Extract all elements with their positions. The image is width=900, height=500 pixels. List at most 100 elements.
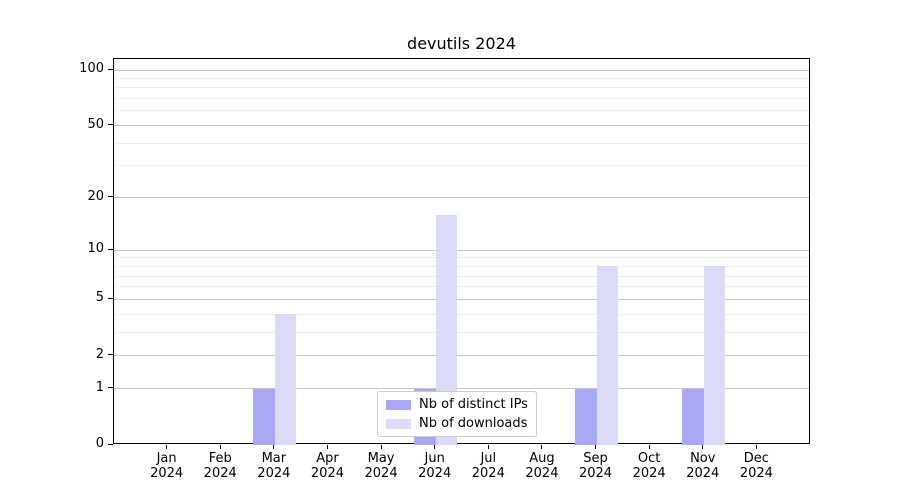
gridline-minor	[114, 98, 809, 100]
gridline-minor	[114, 165, 809, 167]
x-tick	[273, 445, 275, 449]
legend-label: Nb of downloads	[419, 416, 528, 431]
y-tick-label: 10	[87, 241, 104, 257]
x-tick	[755, 445, 757, 449]
gridline-minor	[114, 142, 809, 144]
x-tick-label-line: 2024	[739, 466, 773, 481]
bar-downloads-mar	[274, 314, 297, 445]
y-tick	[108, 248, 113, 250]
x-tick-label: Apr 2024	[287, 451, 367, 481]
x-tick-label-line: Mar	[261, 451, 287, 466]
gridline-major	[114, 388, 809, 390]
x-tick-label: Dec 2024	[716, 451, 796, 481]
gridline-minor	[114, 265, 809, 267]
x-tick	[541, 445, 543, 449]
gridline-major	[114, 69, 809, 71]
x-tick-label: Sep 2024	[556, 451, 636, 481]
y-tick-label: 0	[95, 436, 104, 451]
x-tick-label-line: Jun	[424, 451, 445, 466]
x-tick	[166, 445, 168, 449]
plot-area	[113, 58, 810, 445]
y-tick-label: 20	[87, 188, 104, 204]
gridline-major	[114, 355, 809, 357]
x-tick-label-line: Jan	[156, 451, 177, 466]
gridline-minor	[114, 110, 809, 112]
x-tick	[219, 445, 221, 449]
legend-swatch	[386, 418, 411, 429]
x-tick	[487, 445, 489, 449]
x-tick-label-line: 2024	[578, 466, 613, 481]
x-tick-label-line: May	[367, 451, 395, 466]
gridline-major	[114, 197, 809, 199]
x-tick-label: Jul 2024	[448, 451, 528, 481]
y-tick	[108, 124, 113, 126]
y-tick-label: 2	[95, 346, 104, 362]
x-tick-label-line: 2024	[203, 466, 237, 481]
x-tick-label-line: Sep	[583, 451, 608, 466]
x-tick	[326, 445, 328, 449]
x-tick	[434, 445, 436, 449]
x-tick	[648, 445, 650, 449]
gridline-major	[114, 125, 809, 127]
x-tick-label: Oct 2024	[609, 451, 689, 481]
x-tick-label-line: Feb	[208, 451, 232, 466]
gridline-minor	[114, 87, 809, 89]
x-tick-label-line: 2024	[525, 466, 559, 481]
x-tick-label-line: 2024	[686, 466, 720, 481]
x-tick-label-line: 2024	[364, 466, 398, 481]
x-tick-label-line: Aug	[529, 451, 555, 466]
legend-entry: Nb of distinct IPs	[386, 396, 528, 413]
x-tick-label: Aug 2024	[502, 451, 582, 481]
x-tick-label-line: Oct	[637, 451, 661, 466]
bar-distinct-ips-nov	[682, 388, 704, 445]
x-tick-label-line: 2024	[471, 466, 505, 481]
bar-distinct-ips-mar	[253, 388, 275, 445]
y-tick-label: 5	[95, 290, 104, 306]
x-tick-label-line: Apr	[316, 451, 339, 466]
gridline-minor	[114, 286, 809, 288]
x-tick	[595, 445, 597, 449]
y-tick-label: 50	[87, 116, 104, 132]
y-tick	[108, 68, 113, 70]
x-tick-label: May 2024	[341, 451, 421, 481]
legend-entry: Nb of downloads	[386, 415, 528, 432]
x-tick-label-line: 2024	[632, 466, 666, 481]
x-tick-label-line: 2024	[257, 466, 291, 481]
chart-title: devutils 2024	[407, 34, 516, 53]
gridline-major	[114, 249, 809, 251]
gridline-major	[114, 298, 809, 300]
legend: Nb of distinct IPs Nb of downloads	[377, 391, 537, 437]
gridline-minor	[114, 275, 809, 277]
y-tick	[108, 196, 113, 198]
gridline-minor	[114, 77, 809, 79]
legend-swatch	[386, 399, 411, 410]
x-tick-label-line: Nov	[690, 451, 716, 466]
x-tick-label: Nov 2024	[663, 451, 743, 481]
y-tick	[108, 387, 113, 389]
x-tick-label-line: 2024	[150, 466, 184, 481]
bar-downloads-jun	[435, 214, 458, 445]
y-tick	[108, 354, 113, 356]
gridline-minor	[114, 257, 809, 259]
bar-distinct-ips-sep	[575, 388, 597, 445]
bar-downloads-sep	[596, 266, 618, 445]
x-tick-label: Feb 2024	[180, 451, 260, 481]
x-tick-label-line: Jul	[480, 451, 497, 466]
y-tick	[108, 443, 113, 445]
x-tick-label-line: Dec	[743, 451, 769, 466]
x-tick	[702, 445, 704, 449]
y-tick	[108, 297, 113, 299]
y-tick-label: 100	[79, 61, 104, 76]
x-tick-label: Jan 2024	[127, 451, 207, 481]
x-tick-label-line: 2024	[418, 466, 452, 481]
x-tick	[380, 445, 382, 449]
x-tick-label-line: 2024	[310, 466, 344, 481]
y-tick-label: 1	[95, 379, 104, 395]
gridline-minor	[114, 331, 809, 333]
gridline-minor	[114, 313, 809, 315]
x-tick-label: Mar 2024	[234, 451, 314, 481]
legend-label: Nb of distinct IPs	[419, 397, 528, 412]
bar-downloads-nov	[703, 266, 726, 445]
x-tick-label: Jun 2024	[395, 451, 475, 481]
